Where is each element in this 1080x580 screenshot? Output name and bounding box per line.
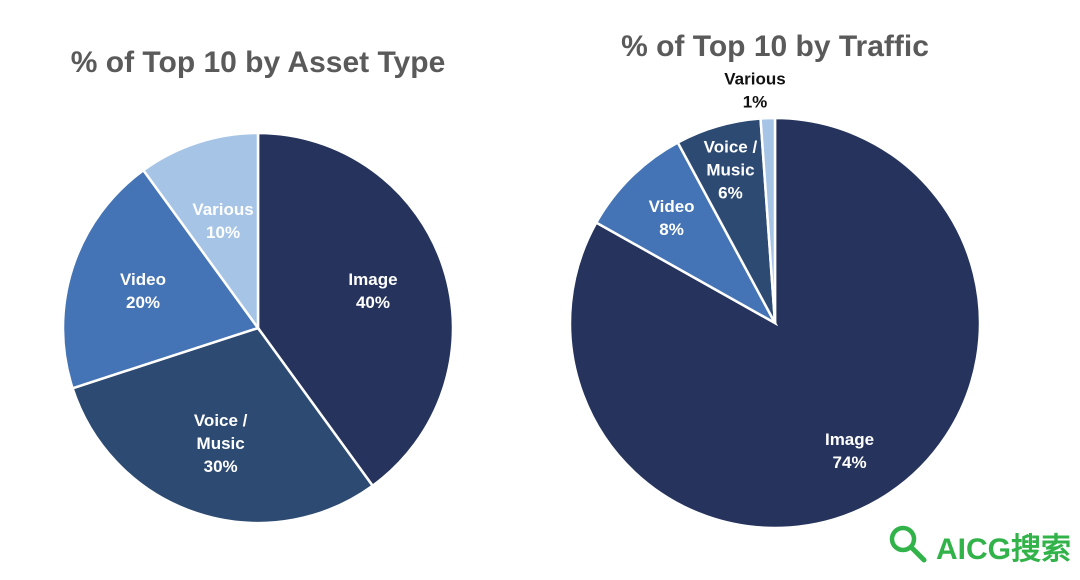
slice-label-line: 6% xyxy=(718,183,743,202)
pie-slice-voice-music xyxy=(70,326,375,525)
slice-label-line: Music xyxy=(197,434,245,453)
slice-label: Various 1% xyxy=(724,70,785,112)
pie-chart-traffic: % of Top 10 by Traffic Image 74% Video 8% Voi… xyxy=(568,30,982,530)
slice-label: Voice / Music 6% xyxy=(704,137,758,202)
slice-label: Various 10% xyxy=(192,200,253,242)
slice-label-line: 40% xyxy=(356,293,390,312)
pie-slice-various xyxy=(141,131,260,332)
slice-label: Voice / Music 30% xyxy=(194,411,248,476)
chart-title: % of Top 10 by Traffic xyxy=(621,30,929,63)
pie-slice-video xyxy=(61,168,261,390)
slice-label-line: Music xyxy=(706,160,754,179)
slice-label: Image 40% xyxy=(348,270,397,312)
slice-label-line: Video xyxy=(649,197,695,216)
slice-label-line: 74% xyxy=(833,453,867,472)
slice-label-line: Image xyxy=(348,270,397,289)
watermark: AICG搜索 xyxy=(886,524,1071,568)
slice-label: Image 74% xyxy=(825,430,874,472)
slice-label-line: 8% xyxy=(659,220,684,239)
slice-label-line: 20% xyxy=(126,293,160,312)
pie-slice-image xyxy=(256,131,455,488)
slice-label: Video 20% xyxy=(120,270,166,312)
slice-label-line: Image xyxy=(825,430,874,449)
slice-label-line: 1% xyxy=(743,93,768,112)
pie-slice-various xyxy=(759,116,777,324)
slice-label-line: 10% xyxy=(206,223,240,242)
watermark-text: AICG搜索 xyxy=(936,533,1071,566)
pie-slice-video xyxy=(594,140,779,327)
slice-label-line: Various xyxy=(724,70,785,89)
slice-label-line: 30% xyxy=(204,457,238,476)
magnifier-icon xyxy=(886,522,930,571)
slice-label-line: Video xyxy=(120,270,166,289)
slice-label: Video 8% xyxy=(649,197,695,239)
slice-label-line: Voice / xyxy=(704,137,758,156)
slice-label-line: Various xyxy=(192,200,253,219)
pie-chart-asset-type: % of Top 10 by Asset Type Image 40% Voice /… xyxy=(61,46,455,525)
chart-title: % of Top 10 by Asset Type xyxy=(71,46,446,79)
slice-label-line: Voice / xyxy=(194,411,248,430)
